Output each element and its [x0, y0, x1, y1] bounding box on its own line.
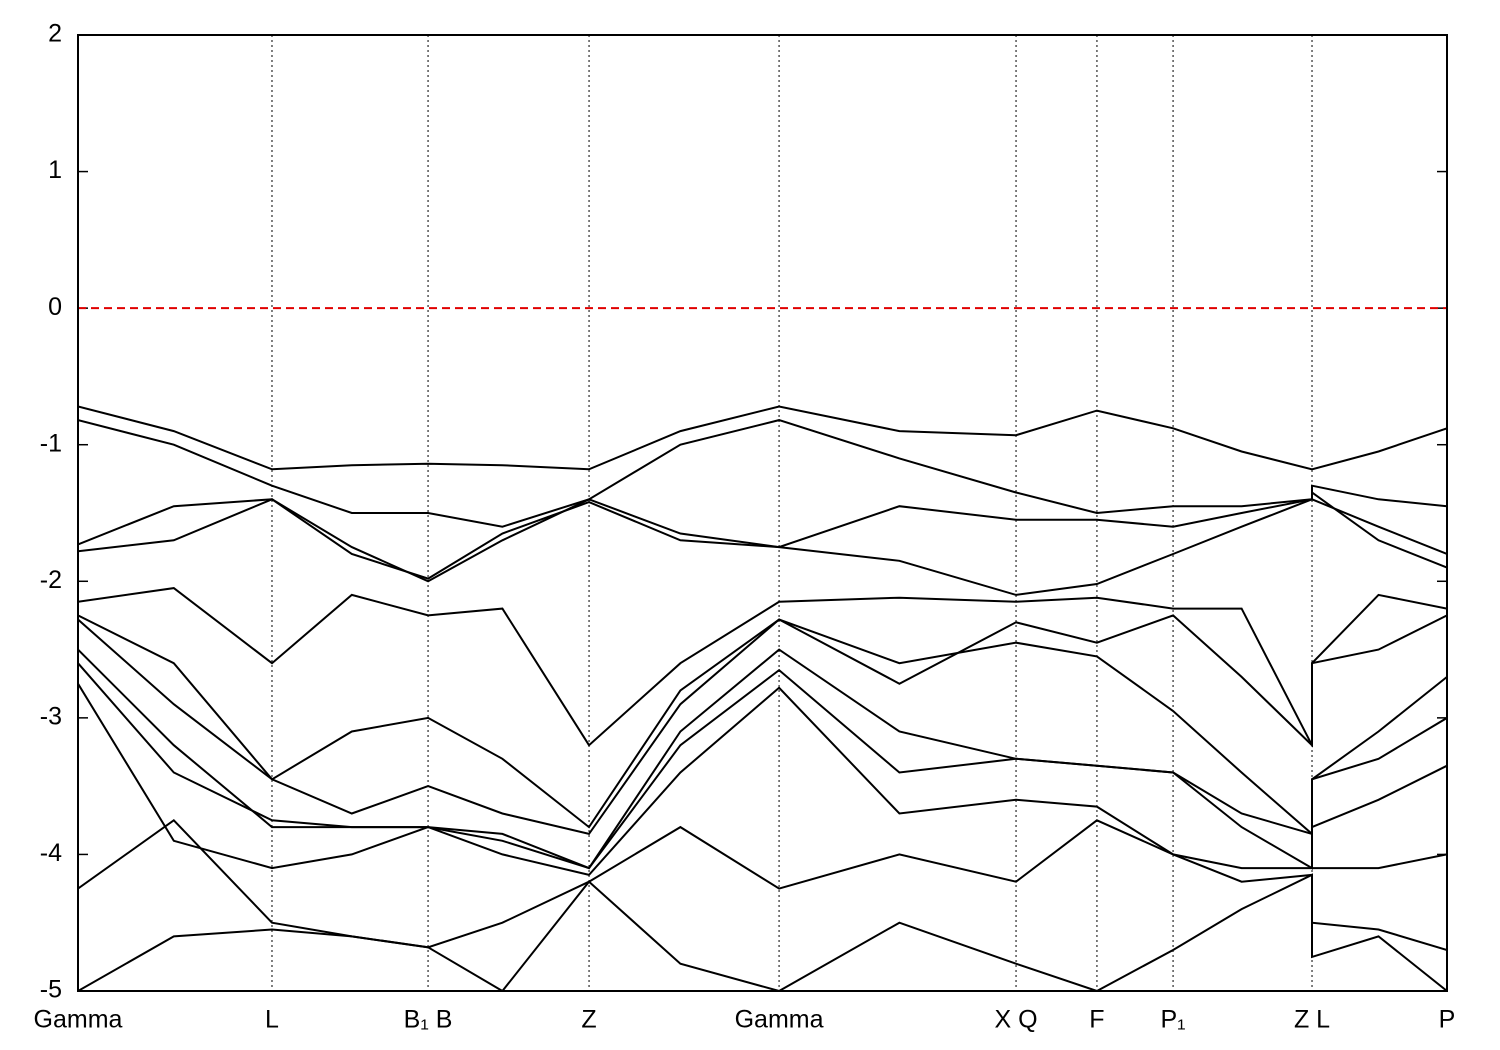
band-line: [78, 498, 1447, 583]
x-tick-label: X Q: [994, 1006, 1037, 1034]
band-line: [78, 873, 1447, 991]
band-line: [78, 662, 1447, 870]
x-tick-label: F: [1089, 1006, 1104, 1034]
x-tick-label: P₁: [1161, 1006, 1186, 1034]
x-tick-label: P: [1439, 1006, 1456, 1034]
y-tick-label: -2: [40, 566, 62, 594]
y-tick-label: 1: [48, 156, 62, 184]
bands: [78, 405, 1447, 991]
band-line: [78, 648, 1447, 870]
y-tick-label: -4: [40, 839, 62, 867]
band-line: [78, 419, 1447, 528]
y-tick-label: -3: [40, 702, 62, 730]
x-tick-label: Z L: [1294, 1006, 1330, 1034]
band-line: [78, 618, 1447, 837]
band-line: [78, 614, 1447, 829]
x-tick-label: Gamma: [34, 1006, 123, 1034]
plot-frame: [77, 34, 1448, 992]
band-line: [78, 405, 1447, 471]
x-tick-label: B₁ B: [404, 1006, 453, 1034]
x-tick-label: Gamma: [735, 1006, 824, 1034]
band-line: [78, 490, 1447, 596]
band-line: [78, 587, 1447, 747]
x-tick-label: L: [265, 1006, 279, 1034]
x-tick-label: Z: [581, 1006, 596, 1034]
band-line: [78, 683, 1447, 877]
y-tick-label: 0: [48, 293, 62, 321]
y-tick-label: 2: [48, 20, 62, 48]
y-tick-label: -1: [40, 429, 62, 457]
y-tick-label: -5: [40, 976, 62, 1004]
